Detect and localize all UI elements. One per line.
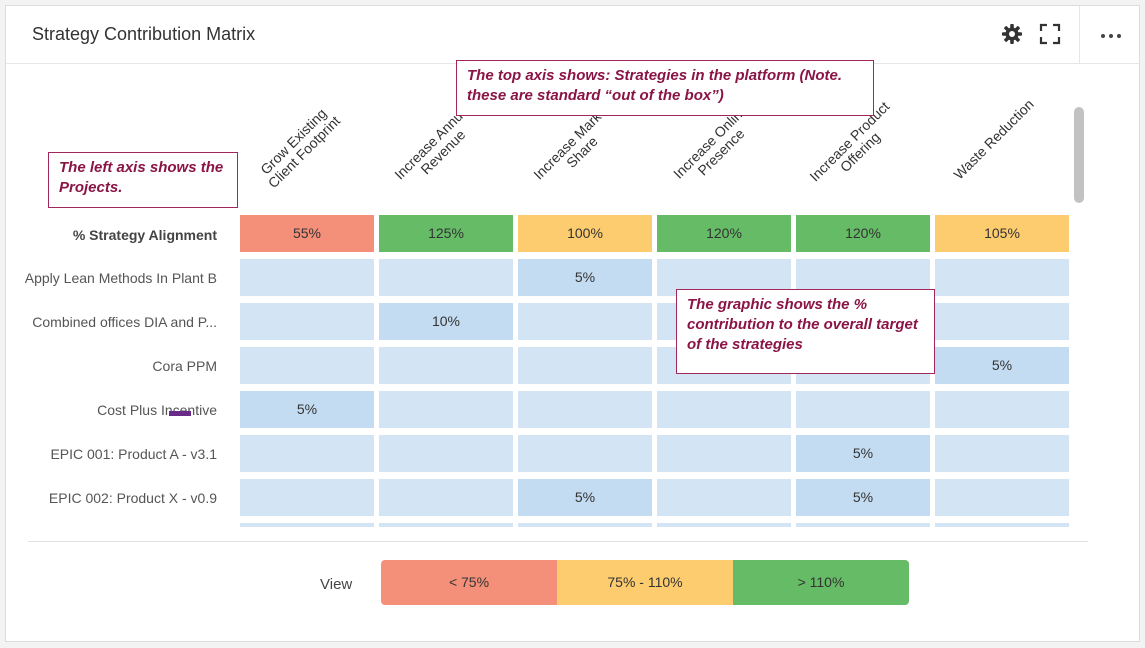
project-row-label[interactable]: Cost Plus Incentive bbox=[97, 402, 217, 418]
strategy-matrix-panel: Strategy Contribution Matrix Grow Existi… bbox=[5, 5, 1140, 642]
matrix-cell[interactable]: 5% bbox=[796, 479, 930, 516]
alignment-cell[interactable]: 55% bbox=[240, 215, 374, 252]
alignment-cell[interactable]: 125% bbox=[379, 215, 513, 252]
left-axis-annotation: The left axis shows the Projects. bbox=[48, 152, 238, 208]
matrix-cell[interactable] bbox=[518, 435, 652, 472]
matrix-cell[interactable] bbox=[240, 303, 374, 340]
redaction-mark bbox=[169, 411, 191, 416]
matrix-cell[interactable] bbox=[518, 347, 652, 384]
project-row-label[interactable]: Apply Lean Methods In Plant B bbox=[24, 270, 217, 286]
project-row-label[interactable]: Combined offices DIA and P... bbox=[32, 314, 217, 330]
matrix-cell-partial bbox=[240, 523, 374, 527]
panel-header: Strategy Contribution Matrix bbox=[6, 6, 1139, 64]
panel-title: Strategy Contribution Matrix bbox=[32, 24, 256, 44]
matrix-cell[interactable] bbox=[379, 479, 513, 516]
more-icon[interactable] bbox=[1079, 6, 1141, 64]
matrix-cell-partial bbox=[935, 523, 1069, 527]
matrix-cell[interactable] bbox=[935, 391, 1069, 428]
project-row-label[interactable]: EPIC 001: Product A - v3.1 bbox=[50, 446, 217, 462]
matrix-cell[interactable]: 5% bbox=[796, 435, 930, 472]
matrix-cell-partial bbox=[657, 523, 791, 527]
alignment-cell[interactable]: 120% bbox=[796, 215, 930, 252]
matrix-cell-partial bbox=[379, 523, 513, 527]
matrix-cell[interactable] bbox=[379, 347, 513, 384]
legend-high[interactable]: > 110% bbox=[733, 560, 909, 605]
matrix-cell[interactable] bbox=[796, 391, 930, 428]
matrix-cell[interactable]: 5% bbox=[240, 391, 374, 428]
legend-low[interactable]: < 75% bbox=[381, 560, 557, 605]
matrix-cell[interactable] bbox=[518, 391, 652, 428]
column-header-label: Waste Reduction bbox=[950, 95, 1037, 183]
matrix-cell[interactable]: 5% bbox=[518, 259, 652, 296]
matrix-cell[interactable]: 10% bbox=[379, 303, 513, 340]
matrix-cell[interactable] bbox=[657, 391, 791, 428]
matrix-cell[interactable] bbox=[657, 435, 791, 472]
legend-divider bbox=[28, 541, 1088, 542]
alignment-row-label: % Strategy Alignment bbox=[72, 227, 217, 243]
matrix-cell[interactable] bbox=[379, 435, 513, 472]
legend-mid[interactable]: 75% - 110% bbox=[557, 560, 733, 605]
matrix-cell[interactable] bbox=[935, 259, 1069, 296]
graphic-annotation: The graphic shows the % contribution to … bbox=[676, 289, 935, 374]
column-header-label: Grow Existing Client Footprint bbox=[257, 105, 344, 192]
matrix-cell[interactable] bbox=[935, 435, 1069, 472]
project-row-label[interactable]: Cora PPM bbox=[152, 358, 217, 374]
matrix-cell[interactable] bbox=[240, 435, 374, 472]
alignment-cell[interactable]: 100% bbox=[518, 215, 652, 252]
matrix-cell[interactable]: 5% bbox=[518, 479, 652, 516]
matrix-cell[interactable] bbox=[935, 303, 1069, 340]
legend-view-label: View bbox=[320, 576, 353, 593]
matrix-cell-partial bbox=[518, 523, 652, 527]
matrix-cell[interactable]: 5% bbox=[935, 347, 1069, 384]
matrix-cell[interactable] bbox=[240, 479, 374, 516]
project-row-label[interactable]: EPIC 002: Product X - v0.9 bbox=[48, 490, 217, 506]
matrix-cell[interactable] bbox=[379, 259, 513, 296]
matrix-cell[interactable] bbox=[935, 479, 1069, 516]
vertical-scrollbar[interactable] bbox=[1074, 107, 1084, 203]
alignment-cell[interactable]: 105% bbox=[935, 215, 1069, 252]
gear-icon[interactable] bbox=[1000, 22, 1024, 46]
matrix-cell[interactable] bbox=[379, 391, 513, 428]
matrix-cell-partial bbox=[796, 523, 930, 527]
top-axis-annotation: The top axis shows: Strategies in the pl… bbox=[456, 60, 874, 116]
matrix-cell[interactable] bbox=[518, 303, 652, 340]
matrix-cell[interactable] bbox=[240, 347, 374, 384]
matrix-cell[interactable] bbox=[657, 479, 791, 516]
expand-icon[interactable] bbox=[1038, 22, 1062, 46]
matrix-cell[interactable] bbox=[240, 259, 374, 296]
alignment-cell[interactable]: 120% bbox=[657, 215, 791, 252]
